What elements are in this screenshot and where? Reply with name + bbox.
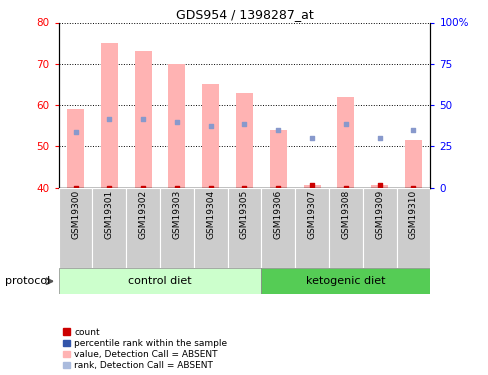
Point [274,184,282,190]
Bar [160,188,193,268]
Title: GDS954 / 1398287_at: GDS954 / 1398287_at [175,8,313,21]
Point [375,183,383,189]
Point [341,184,349,190]
Point [408,184,416,190]
Point [206,123,214,129]
Point [72,129,80,135]
Text: protocol: protocol [5,276,50,286]
Text: GSM19305: GSM19305 [240,190,248,239]
Bar [59,188,92,268]
Bar [134,51,151,188]
Text: GSM19304: GSM19304 [206,190,215,239]
Bar [92,188,126,268]
Point [408,127,416,133]
Bar [328,188,362,268]
Point [307,183,315,189]
Bar [101,43,118,188]
Point [72,184,80,190]
Bar [396,188,429,268]
Point [274,127,282,133]
Bar [227,188,261,268]
Bar [236,93,252,188]
Point [307,135,315,141]
Text: GSM19300: GSM19300 [71,190,80,239]
Point [341,121,349,127]
Bar [193,188,227,268]
Bar [202,84,219,188]
Bar [261,268,429,294]
Bar [362,188,396,268]
Point [105,184,113,190]
Point [375,135,383,141]
Point [105,116,113,122]
Bar [370,186,387,188]
Text: GSM19303: GSM19303 [172,190,181,239]
Text: GSM19310: GSM19310 [408,190,417,239]
Bar [295,188,328,268]
Bar [269,130,286,188]
Text: control diet: control diet [128,276,191,286]
Point [240,121,248,127]
Point [206,184,214,190]
Bar [126,188,160,268]
Point [240,184,248,190]
Bar [337,97,354,188]
Point [139,184,147,190]
Text: GSM19307: GSM19307 [307,190,316,239]
Text: GSM19302: GSM19302 [139,190,147,239]
Point [139,116,147,122]
Text: GSM19309: GSM19309 [374,190,384,239]
Point [173,184,181,190]
Text: GSM19308: GSM19308 [341,190,349,239]
Bar [168,64,185,188]
Text: ketogenic diet: ketogenic diet [305,276,385,286]
Point [173,118,181,124]
Bar [67,109,84,188]
Legend: count, percentile rank within the sample, value, Detection Call = ABSENT, rank, : count, percentile rank within the sample… [63,328,227,370]
Text: GSM19306: GSM19306 [273,190,282,239]
Bar [404,140,421,188]
Text: GSM19301: GSM19301 [104,190,114,239]
Bar [261,188,295,268]
Bar [59,268,261,294]
Bar [303,186,320,188]
